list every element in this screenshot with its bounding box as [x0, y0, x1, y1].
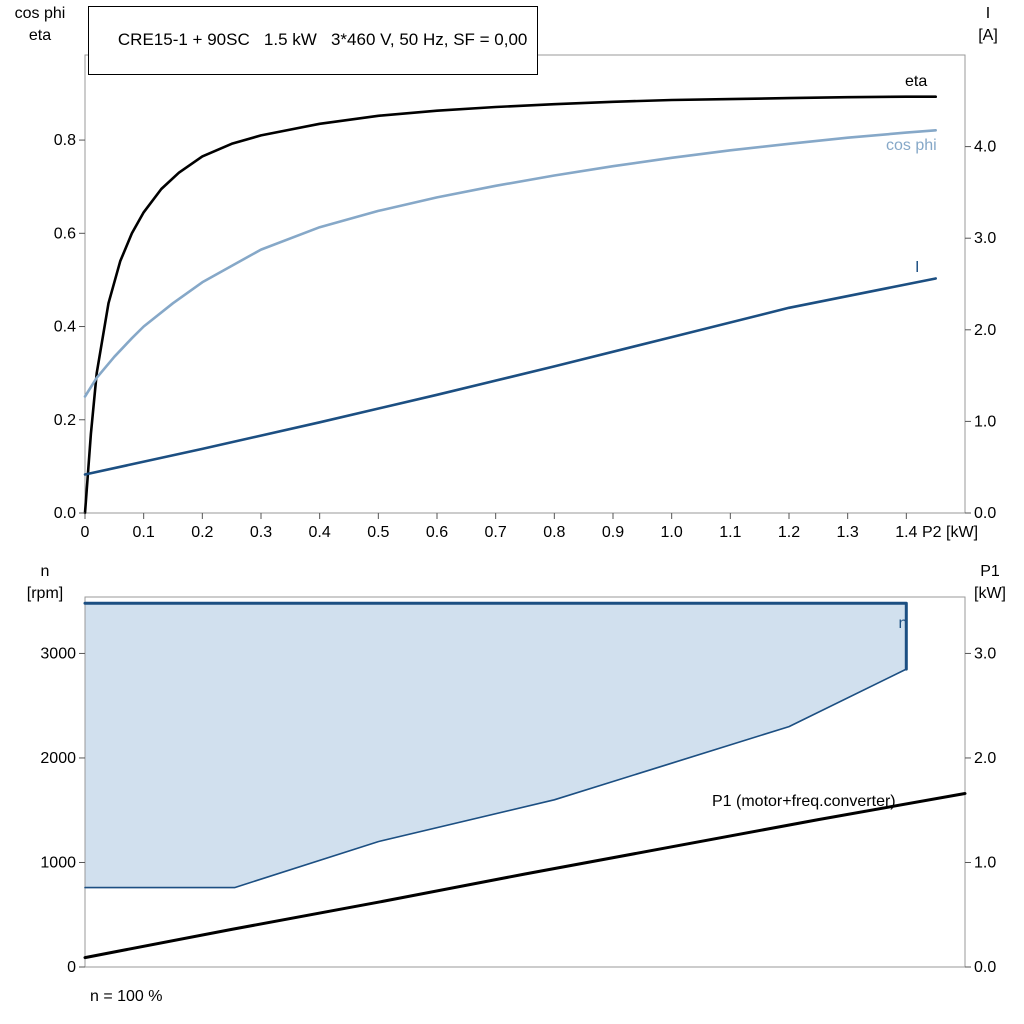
left-tick-label: 0.8 [54, 132, 76, 149]
right-tick-label: 3.0 [974, 645, 996, 662]
right-axis-title: P1 [980, 563, 1000, 580]
series-I [83, 277, 938, 476]
right-tick-label: 2.0 [974, 750, 996, 767]
left-tick-label: 0 [67, 959, 76, 976]
right-axis-title: I [986, 5, 990, 22]
p1-label: P1 (motor+freq.converter) [712, 793, 896, 810]
x-tick-label: 0.5 [367, 524, 389, 541]
left-axis-title: eta [29, 27, 51, 44]
x-tick-label: 1.0 [661, 524, 683, 541]
left-tick-label: 1000 [40, 854, 76, 871]
x-tick-label: 0.1 [133, 524, 155, 541]
series-n-min-line [84, 668, 908, 889]
left-tick-label: 0.0 [54, 505, 76, 522]
x-tick-label: 1.3 [837, 524, 859, 541]
x-axis-label: P2 [kW] [922, 524, 978, 541]
left-tick-label: 0.4 [54, 319, 76, 336]
footnote: n = 100 % [90, 988, 163, 1005]
chart-title-box: CRE15-1 + 90SC 1.5 kW 3*460 V, 50 Hz, SF… [88, 6, 539, 76]
series-P1 [83, 792, 967, 960]
right-axis-title: [kW] [974, 585, 1006, 602]
chart-title: CRE15-1 + 90SC 1.5 kW 3*460 V, 50 Hz, SF… [117, 30, 528, 50]
right-tick-label: 3.0 [974, 230, 996, 247]
left-axis-title: [rpm] [27, 585, 63, 602]
series-n-max-line [83, 601, 908, 671]
series-speed-envelope [85, 603, 907, 888]
left-axis-title: n [41, 563, 50, 580]
cos-phi-label: cos phi [886, 137, 937, 154]
x-tick-label: 0 [81, 524, 90, 541]
x-tick-label: 1.2 [778, 524, 800, 541]
left-axis-title: cos phi [15, 5, 66, 22]
x-tick-label: 0.2 [191, 524, 213, 541]
right-tick-label: 2.0 [974, 322, 996, 339]
right-tick-label: 1.0 [974, 854, 996, 871]
x-tick-label: 0.9 [602, 524, 624, 541]
x-tick-label: 0.6 [426, 524, 448, 541]
right-tick-label: 4.0 [974, 139, 996, 156]
series-eta [83, 95, 938, 515]
x-tick-label: 1.4 [895, 524, 917, 541]
x-tick-label: 0.7 [485, 524, 507, 541]
right-tick-label: 0.0 [974, 959, 996, 976]
left-tick-label: 2000 [40, 750, 76, 767]
x-tick-label: 0.4 [309, 524, 331, 541]
left-tick-label: 3000 [40, 645, 76, 662]
right-axis-title: [A] [978, 27, 998, 44]
series-cos phi [83, 129, 938, 398]
right-tick-label: 1.0 [974, 413, 996, 430]
n-label: n [899, 615, 908, 632]
left-tick-label: 0.2 [54, 412, 76, 429]
right-tick-label: 0.0 [974, 505, 996, 522]
left-tick-label: 0.6 [54, 225, 76, 242]
current-label: I [915, 259, 919, 276]
x-tick-label: 0.8 [543, 524, 565, 541]
plot-border [84, 596, 966, 968]
x-tick-label: 0.3 [250, 524, 272, 541]
x-tick-label: 1.1 [719, 524, 741, 541]
eta-label: eta [905, 73, 927, 90]
